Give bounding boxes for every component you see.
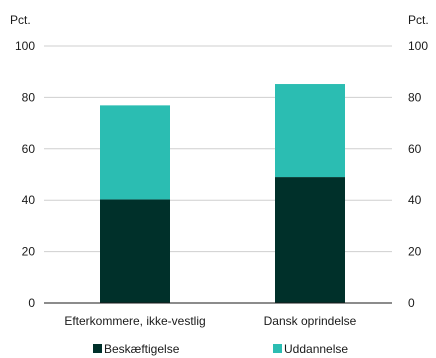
bar-segment-uddannelse: [100, 105, 170, 200]
bar-segment-uddannelse: [275, 84, 345, 178]
y-unit-label-left: Pct.: [10, 13, 31, 27]
y-tick-label-left: 0: [28, 296, 35, 310]
y-tick-label-right: 100: [408, 39, 428, 53]
y-tick-label-left: 100: [15, 39, 35, 53]
y-tick-label-left: 80: [22, 90, 36, 104]
legend-swatch-beskaeftigelse: [93, 344, 102, 353]
y-unit-label-right: Pct.: [408, 13, 429, 27]
legend-label: Beskæftigelse: [104, 342, 180, 356]
legend-label: Uddannelse: [284, 342, 348, 356]
y-tick-label-right: 60: [408, 142, 422, 156]
bars: [100, 84, 345, 303]
x-category-label: Dansk oprindelse: [264, 314, 357, 328]
y-tick-label-right: 40: [408, 193, 422, 207]
y-tick-label-left: 40: [22, 193, 36, 207]
y-tick-label-right: 0: [408, 296, 415, 310]
legend: Beskæftigelse Uddannelse: [93, 342, 348, 356]
bar-segment-beskaeftigelse: [100, 199, 170, 303]
axes: 0 0 20 20 40 40 60 60 80 80 100 100 Pct. Pct. Efterkom…: [10, 13, 429, 328]
x-category-label: Efterkommere, ikke-vestlig: [64, 314, 205, 328]
y-tick-label-right: 80: [408, 90, 422, 104]
bar-segment-beskaeftigelse: [275, 177, 345, 303]
y-tick-label-left: 20: [22, 245, 36, 259]
legend-swatch-uddannelse: [273, 344, 282, 353]
y-tick-label-right: 20: [408, 245, 422, 259]
y-tick-label-left: 60: [22, 142, 36, 156]
